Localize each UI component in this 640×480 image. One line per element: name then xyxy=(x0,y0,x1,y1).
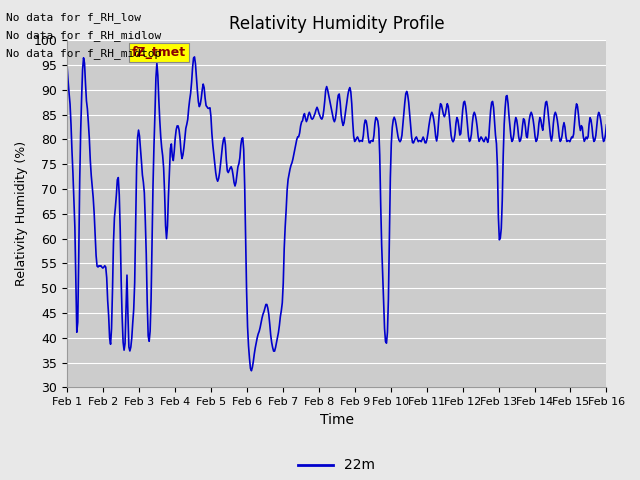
Legend: 22m: 22m xyxy=(293,453,381,478)
X-axis label: Time: Time xyxy=(320,413,354,427)
Text: No data for f_RH_low: No data for f_RH_low xyxy=(6,12,141,23)
Y-axis label: Relativity Humidity (%): Relativity Humidity (%) xyxy=(15,141,28,286)
Text: No data for f_RH_midtop: No data for f_RH_midtop xyxy=(6,48,162,60)
Title: Relativity Humidity Profile: Relativity Humidity Profile xyxy=(229,15,445,33)
Text: No data for f_RH_midlow: No data for f_RH_midlow xyxy=(6,30,162,41)
Text: fZ_tmet: fZ_tmet xyxy=(132,46,186,59)
